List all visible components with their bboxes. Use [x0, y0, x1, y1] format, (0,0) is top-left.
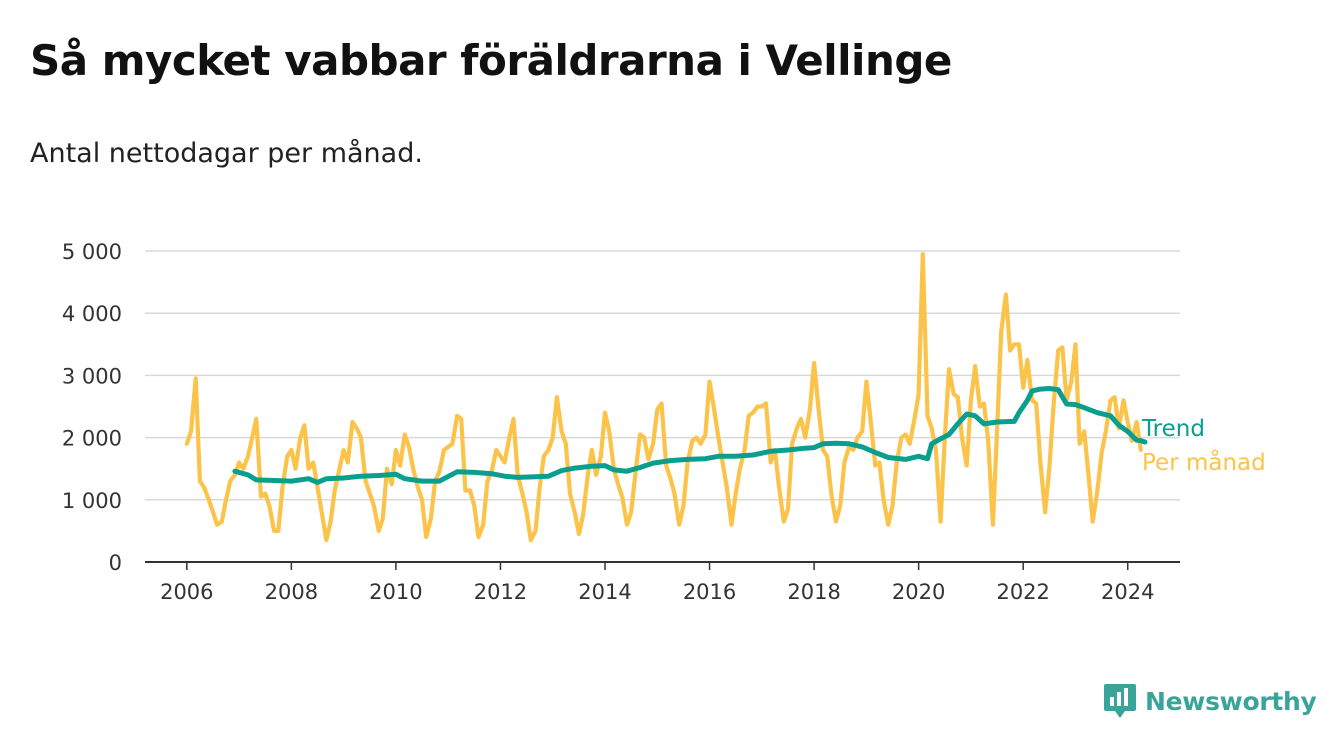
- chart-subtitle: Antal nettodagar per månad.: [30, 138, 423, 169]
- y-tick-label: 2 000: [62, 427, 122, 451]
- x-tick-label: 2022: [996, 580, 1049, 604]
- y-tick-label: 4 000: [62, 302, 122, 326]
- legend: Trend Per månad: [1141, 416, 1266, 476]
- x-tick-label: 2018: [787, 580, 840, 604]
- y-tick-label: 0: [109, 551, 122, 575]
- monthly-line: [184, 252, 1143, 543]
- brand-logo: Newsworthy: [1103, 682, 1317, 720]
- x-tick-label: 2006: [160, 580, 213, 604]
- axes: 0 1 000 2 000 3 000 4 000 5 000 2006 2008 2010 20…: [62, 240, 1180, 604]
- x-tick-label: 2014: [578, 580, 631, 604]
- x-tick-label: 2020: [892, 580, 945, 604]
- y-tick-label: 1 000: [62, 489, 122, 513]
- trend-line: [232, 386, 1148, 485]
- bar-chart-icon: [1104, 684, 1136, 718]
- chart-title: Så mycket vabbar föräldrarna i Vellinge: [30, 36, 952, 85]
- series-lines: [184, 252, 1148, 543]
- brand-name: Newsworthy: [1145, 686, 1317, 716]
- legend-trend-label: Trend: [1141, 416, 1205, 442]
- legend-monthly-label: Per månad: [1142, 448, 1266, 476]
- x-tick-label: 2012: [474, 580, 527, 604]
- x-tick-label: 2024: [1101, 580, 1154, 604]
- y-tick-label: 3 000: [62, 364, 122, 388]
- x-tick-label: 2008: [265, 580, 318, 604]
- x-tick-label: 2010: [369, 580, 422, 604]
- y-tick-label: 5 000: [62, 240, 122, 264]
- x-tick-label: 2016: [683, 580, 736, 604]
